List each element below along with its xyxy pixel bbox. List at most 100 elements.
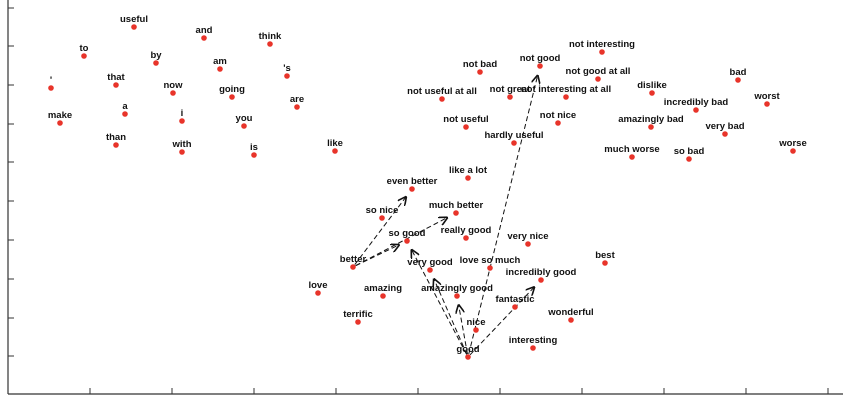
- point-like: [332, 148, 338, 154]
- label-very-bad: very bad: [705, 121, 744, 132]
- label-useful: useful: [120, 14, 148, 25]
- label-not-interesting-at-all: not interesting at all: [521, 84, 611, 95]
- point-much-better: [453, 210, 459, 216]
- label-worse: worse: [778, 138, 806, 149]
- label-amazing: amazing: [364, 283, 402, 294]
- label-fantastic: fantastic: [495, 294, 534, 305]
- label-with: with: [172, 139, 192, 150]
- label-a: a: [122, 101, 128, 112]
- point-really-good: [463, 235, 469, 241]
- label-than: than: [106, 132, 126, 143]
- label-are: are: [290, 94, 304, 105]
- label-incredibly-bad: incredibly bad: [664, 97, 729, 108]
- label-amazingly-bad: amazingly bad: [618, 114, 684, 125]
- label-bad: bad: [730, 67, 747, 78]
- point-a: [122, 111, 128, 117]
- point-not-interesting-at-all: [563, 94, 569, 100]
- point-you: [241, 123, 247, 129]
- label-so-nice: so nice: [366, 205, 399, 216]
- arrow-good-to-amazingly-good: [459, 305, 468, 355]
- label-going: going: [219, 84, 245, 95]
- arrow-better-to-even-better: [354, 197, 406, 265]
- label-apostrophe: ': [50, 75, 52, 86]
- point-worst: [764, 101, 770, 107]
- label-now: now: [164, 80, 184, 91]
- point-not-useful-at-all: [439, 96, 445, 102]
- point-not-useful: [463, 124, 469, 130]
- label-by: by: [150, 50, 162, 61]
- point-so-good: [404, 238, 410, 244]
- label-best: best: [595, 250, 615, 261]
- label-and: and: [196, 25, 213, 36]
- label-worst: worst: [753, 91, 780, 102]
- label-not-useful-at-all: not useful at all: [407, 86, 477, 97]
- point-like-a-lot: [465, 175, 471, 181]
- point-and: [201, 35, 207, 41]
- arrow-better-to-much-better: [355, 218, 447, 267]
- label-interesting: interesting: [509, 335, 558, 346]
- point-am: [217, 66, 223, 72]
- label-i: i: [181, 108, 184, 119]
- point-interesting: [530, 345, 536, 351]
- label-better: better: [340, 254, 367, 265]
- label-is: is: [250, 142, 258, 153]
- point-than: [113, 142, 119, 148]
- point-with: [179, 149, 185, 155]
- point-apostrophe: [48, 85, 54, 91]
- point-are: [294, 104, 300, 110]
- label-not-bad: not bad: [463, 59, 497, 70]
- label-that: that: [107, 72, 125, 83]
- point-not-nice: [555, 120, 561, 126]
- point-even-better: [409, 186, 415, 192]
- point-terrific: [355, 319, 361, 325]
- point-love: [315, 290, 321, 296]
- label-terrific: terrific: [343, 309, 373, 320]
- label-so-bad: so bad: [674, 146, 705, 157]
- point-not-bad: [477, 69, 483, 75]
- point-so-bad: [686, 156, 692, 162]
- point-much-worse: [629, 154, 635, 160]
- label-very-good: very good: [407, 257, 453, 268]
- axes: [7, 0, 843, 395]
- point-i: [179, 118, 185, 124]
- label-amazingly-good: amazingly good: [421, 283, 493, 294]
- label-nice: nice: [466, 317, 485, 328]
- point-not-good: [537, 63, 543, 69]
- point-not-great: [507, 94, 513, 100]
- point-amazing: [380, 293, 386, 299]
- label-much-better: much better: [429, 200, 484, 211]
- point-very-bad: [722, 131, 728, 137]
- point-nice: [473, 327, 479, 333]
- label-good: good: [456, 344, 479, 355]
- point-make: [57, 120, 63, 126]
- point-hardly-useful: [511, 140, 517, 146]
- point-going: [229, 94, 235, 100]
- point-dislike: [649, 90, 655, 96]
- point-to: [81, 53, 87, 59]
- point-very-nice: [525, 241, 531, 247]
- label-not-good: not good: [520, 53, 561, 64]
- label-am: am: [213, 56, 227, 67]
- label-wonderful: wonderful: [547, 307, 593, 318]
- label-love: love: [308, 280, 327, 291]
- label-not-nice: not nice: [540, 110, 576, 121]
- label-not-useful: not useful: [443, 114, 488, 125]
- label-incredibly-good: incredibly good: [506, 267, 577, 278]
- label-to: to: [80, 43, 89, 54]
- point-is: [251, 152, 257, 158]
- point-by: [153, 60, 159, 66]
- label-even-better: even better: [387, 176, 438, 187]
- point-incredibly-good: [538, 277, 544, 283]
- label-think: think: [259, 31, 282, 42]
- label-not-interesting: not interesting: [569, 39, 635, 50]
- point-wonderful: [568, 317, 574, 323]
- arrow-good-to-very-good: [434, 279, 468, 355]
- label-you: you: [236, 113, 253, 124]
- label-like-a-lot: like a lot: [449, 165, 488, 176]
- point-incredibly-bad: [693, 107, 699, 113]
- point-think: [267, 41, 273, 47]
- label-like: like: [327, 138, 343, 149]
- point-better: [350, 264, 356, 270]
- point-so-nice: [379, 215, 385, 221]
